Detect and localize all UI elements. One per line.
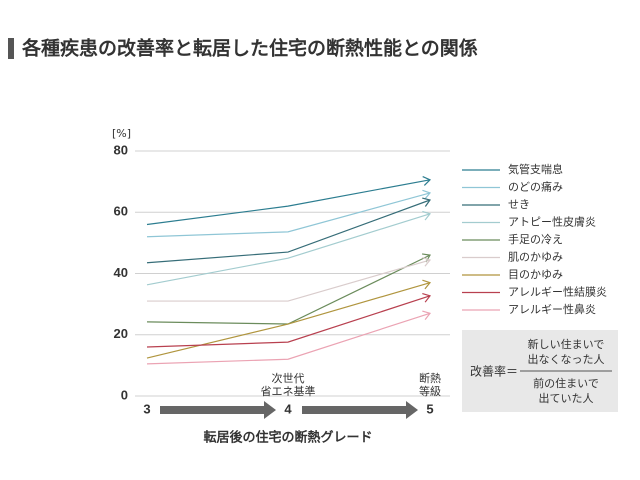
- y-tick-label: 0: [121, 387, 128, 402]
- arrow-head: [422, 256, 432, 267]
- legend-label: 肌のかゆみ: [508, 251, 563, 264]
- series-line: [146, 312, 431, 365]
- legend-label: のどの痛み: [508, 180, 563, 194]
- y-tick-label: 80: [114, 142, 128, 157]
- category-note: 省エネ基準: [261, 384, 316, 398]
- category-note: 次世代: [272, 371, 305, 385]
- axis-arrow: [302, 401, 418, 419]
- y-tick-label: 20: [114, 326, 128, 341]
- category-note: 断熱: [419, 371, 441, 385]
- legend-label: アレルギー性鼻炎: [508, 302, 596, 316]
- x-tick-label: 4: [284, 401, 292, 416]
- series-line: [146, 213, 431, 286]
- legend-label: 目のかゆみ: [508, 268, 563, 281]
- formula-denominator: 出ていた人: [539, 391, 594, 405]
- legend-label: せき: [508, 198, 530, 211]
- arrow-head: [422, 197, 431, 207]
- arrow-head: [422, 310, 432, 321]
- x-tick-label: 3: [143, 401, 150, 416]
- legend-label: アトピー性皮膚炎: [508, 215, 596, 229]
- arrow-head: [422, 189, 432, 200]
- y-unit: [%]: [112, 127, 131, 140]
- formula-denominator: 前の住まいで: [533, 376, 599, 390]
- arrow-head: [422, 293, 432, 303]
- series-line: [146, 295, 431, 348]
- legend-label: 手足の冷え: [508, 232, 563, 246]
- series-line: [146, 179, 431, 226]
- y-tick-label: 40: [114, 265, 128, 280]
- arrow-head: [422, 176, 432, 186]
- chart-title: 各種疾患の改善率と転居した住宅の断熱性能との関係: [21, 37, 478, 60]
- legend-label: アレルギー性結膜炎: [508, 285, 607, 299]
- series-line: [147, 259, 431, 302]
- x-axis-title: 転居後の住宅の断熱グレード: [203, 430, 372, 446]
- formula-numerator: 新しい住まいで: [528, 337, 605, 351]
- series-line: [146, 254, 431, 325]
- series-line: [146, 192, 431, 238]
- series-line: [146, 199, 431, 264]
- title-bar: [8, 38, 14, 59]
- legend-label: 気管支喘息: [508, 162, 563, 176]
- category-note: 等級: [419, 384, 441, 398]
- arrow-head: [422, 210, 432, 221]
- formula-label: 改善率＝: [470, 364, 518, 379]
- formula-numerator: 出なくなった人: [528, 352, 605, 366]
- arrow-head: [422, 279, 432, 290]
- y-tick-label: 60: [114, 204, 128, 219]
- series-line: [146, 282, 431, 359]
- x-tick-label: 5: [426, 401, 433, 416]
- axis-arrow: [160, 401, 276, 419]
